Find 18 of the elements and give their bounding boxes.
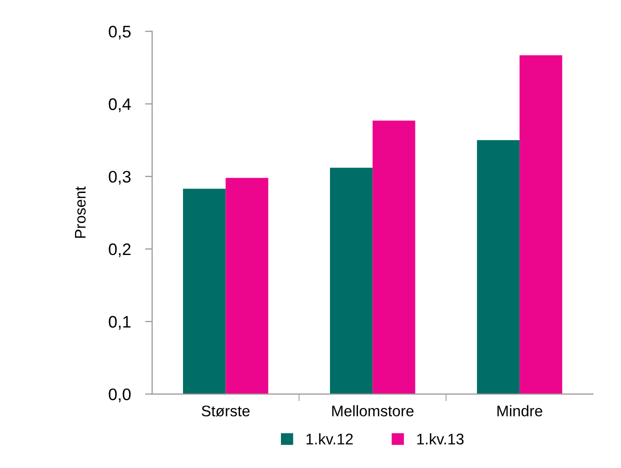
bar (476, 140, 520, 394)
x-tick-label: Mindre (497, 405, 542, 416)
bar (183, 188, 226, 394)
bar (226, 178, 268, 394)
y-tick-label: 0,3 (108, 170, 131, 185)
y-axis-title: Prosent (75, 186, 86, 238)
x-tick-label: Største (202, 406, 250, 417)
x-tick-label: Mellomstore (332, 405, 414, 416)
y-tick-label: 0,2 (108, 243, 130, 258)
bar (372, 120, 416, 394)
legend-label: 1.kv.12 (306, 433, 353, 444)
y-tick-label: 0,1 (108, 316, 130, 330)
legend-label: 1.kv.13 (417, 433, 464, 444)
y-tick-label: 0,5 (108, 26, 131, 40)
y-tick-label: 0,0 (108, 388, 131, 402)
bar (330, 168, 373, 394)
y-tick-label: 0,4 (108, 98, 131, 112)
bar (520, 55, 562, 394)
